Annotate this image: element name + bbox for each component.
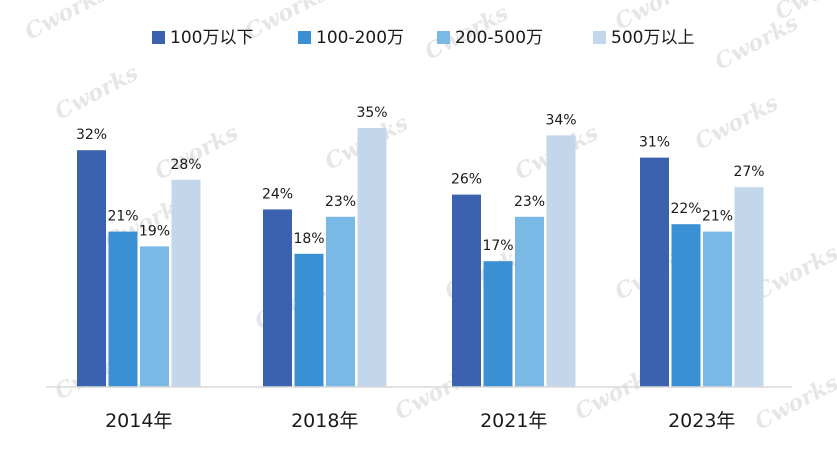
watermark-text: Cworks: [751, 240, 837, 305]
data-label: 27%: [733, 164, 764, 180]
watermark-text: Cworks: [751, 370, 837, 435]
legend-swatch: [152, 31, 165, 44]
bar: [671, 224, 701, 387]
data-label: 28%: [170, 157, 201, 173]
value-labels: 32%21%19%28%24%18%23%35%26%17%23%34%31%2…: [76, 105, 765, 254]
data-label: 24%: [262, 186, 293, 202]
legend-label: 100万以下: [170, 28, 253, 48]
legend-label: 200-500万: [455, 28, 543, 48]
category-label: 2023年: [668, 410, 735, 432]
data-label: 18%: [293, 231, 324, 247]
legend: 100万以下 100-200万 200-500万 500万以上: [152, 28, 694, 48]
legend-swatch: [437, 31, 450, 44]
bar: [77, 150, 106, 387]
data-label: 21%: [107, 209, 138, 225]
data-label: 22%: [670, 201, 701, 217]
bar: [734, 187, 764, 387]
category-label: 2018年: [291, 410, 358, 432]
data-label: 32%: [76, 127, 107, 143]
data-label: 31%: [639, 135, 670, 151]
bar: [326, 216, 355, 387]
data-label: 34%: [545, 112, 576, 128]
bars: [77, 128, 764, 387]
data-label: 26%: [451, 172, 482, 188]
data-label: 19%: [139, 223, 170, 239]
bar: [171, 179, 201, 387]
legend-swatch: [593, 31, 606, 44]
bar: [546, 135, 576, 387]
bar: [140, 246, 169, 387]
legend-label: 500万以上: [611, 28, 694, 48]
bar: [294, 253, 324, 387]
legend-swatch: [298, 31, 311, 44]
bar: [483, 261, 513, 387]
watermark-text: Cworks: [711, 10, 803, 75]
bar: [108, 231, 138, 387]
category-label: 2021年: [480, 410, 547, 432]
category-label: 2014年: [105, 410, 172, 432]
watermark-text: Cworks: [151, 120, 243, 185]
watermark-text: Cworks: [21, 0, 113, 45]
bar: [640, 157, 669, 387]
data-label: 17%: [482, 238, 513, 254]
bar: [452, 194, 481, 387]
data-label: 21%: [702, 209, 733, 225]
x-axis-labels: 2014年 2018年 2021年 2023年: [105, 410, 735, 432]
bar: [263, 209, 292, 387]
watermark-text: Cworks: [691, 90, 783, 155]
data-label: 35%: [356, 105, 387, 121]
bar: [703, 231, 732, 387]
bar: [357, 128, 387, 387]
data-label: 23%: [514, 194, 545, 210]
legend-label: 100-200万: [316, 28, 404, 48]
watermark-text: Cworks: [51, 60, 143, 125]
bar: [515, 216, 544, 387]
data-label: 23%: [325, 194, 356, 210]
